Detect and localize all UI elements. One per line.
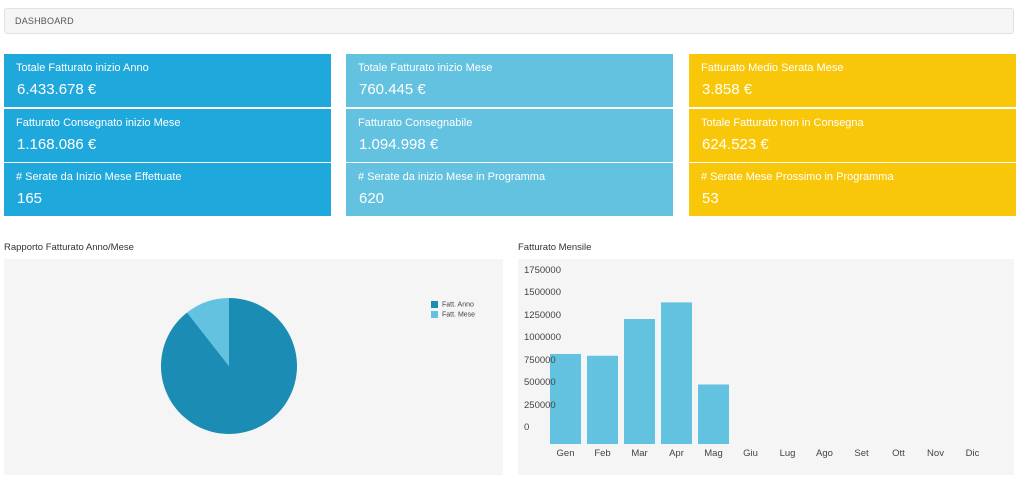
tile-totale-fatturato-mese: Totale Fatturato inizio Mese 760.445 € [346,54,673,107]
x-tick-label: Giu [743,448,758,459]
x-tick-label: Feb [594,448,611,459]
tile-label: Fatturato Consegnabile [358,116,473,129]
legend-label: Fatt. Mese [442,311,476,319]
x-tick-label: Ago [816,448,833,459]
y-tick-label: 0 [524,422,530,433]
tile-value: 165 [17,190,43,207]
legend-label: Fatt. Anno [442,301,474,309]
pie-chart-panel: Fatt. Anno Fatt. Mese [4,259,503,475]
tile-column-2: Totale Fatturato inizio Mese 760.445 € F… [346,54,673,216]
y-tick-label: 1500000 [524,287,561,299]
x-tick-label: Apr [669,448,684,459]
tile-serate-mese-prossimo: # Serate Mese Prossimo in Programma 53 [689,163,1016,216]
y-tick-label: 1000000 [524,332,561,344]
y-tick-label: 500000 [524,377,556,389]
bar-feb[interactable] [587,355,618,444]
y-tick-label: 1750000 [524,265,561,276]
tile-label: Totale Fatturato inizio Mese [358,62,493,74]
bar-chart-title: Fatturato Mensile [518,242,592,253]
tile-value: 760.445 € [359,81,426,98]
tile-serate-effettuate: # Serate da Inizio Mese Effettuate 165 [4,163,331,216]
pie-chart-title: Rapporto Fatturato Anno/Mese [4,242,134,253]
x-tick-label: Mag [704,448,723,459]
pie-chart [160,298,297,434]
tile-totale-fatturato-anno: Totale Fatturato inizio Anno 6.433.678 € [4,54,331,107]
tile-value: 620 [359,190,385,207]
tile-label: # Serate da Inizio Mese Effettuate [16,171,182,183]
x-tick-label: Lug [779,448,796,459]
bar-mag[interactable] [698,384,729,444]
tile-label: # Serate Mese Prossimo in Programma [701,171,894,183]
tile-fatturato-consegnabile: Fatturato Consegnabile 1.094.998 € [346,108,673,162]
x-tick-label: Set [854,448,869,459]
bar-chart-panel: 0 250000 500000 750000 1000000 1250000 1500000… [518,259,1014,475]
bar-gen[interactable] [550,353,581,444]
tile-value: 1.168.086 € [17,135,97,153]
bar-apr[interactable] [661,302,692,444]
tile-label: # Serate da inizio Mese in Programma [358,171,546,183]
tile-column-1: Totale Fatturato inizio Anno 6.433.678 €… [4,54,331,216]
tile-value: 6.433.678 € [17,81,97,98]
tile-label: Fatturato Medio Serata Mese [701,62,844,74]
tile-value: 624.523 € [702,135,769,153]
x-tick-label: Mar [631,448,648,459]
y-tick-label: 1250000 [524,309,561,321]
y-tick-label: 250000 [524,399,556,411]
tile-label: Totale Fatturato non in Consegna [701,116,864,129]
bar-mar[interactable] [624,318,655,444]
tile-label: Fatturato Consegnato inizio Mese [16,116,181,129]
tile-column-3: Fatturato Medio Serata Mese 3.858 € Tota… [689,54,1016,216]
tile-serate-in-programma: # Serate da inizio Mese in Programma 620 [346,163,673,216]
tile-value: 53 [702,190,719,207]
tile-value: 1.094.998 € [359,135,439,153]
x-tick-label: Ott [892,448,905,459]
tile-fatturato-consegnato: Fatturato Consegnato inizio Mese 1.168.0… [4,108,331,162]
tile-value: 3.858 € [702,81,753,98]
breadcrumb: DASHBOARD [4,8,1014,34]
pie-slice-fatt-mese[interactable] [187,298,229,366]
breadcrumb-label: DASHBOARD [15,16,74,26]
legend-swatch [431,301,438,308]
tile-fatturato-non-in-consegna: Totale Fatturato non in Consegna 624.523… [689,108,1016,162]
tile-label: Totale Fatturato inizio Anno [16,62,149,74]
legend-item[interactable]: Fatt. Mese [431,311,475,318]
x-tick-label: Dic [965,448,980,459]
bar-chart [550,302,729,444]
legend-swatch [431,311,438,318]
x-tick-label: Nov [927,448,944,459]
x-tick-label: Gen [556,448,575,459]
tile-fatturato-medio-serata: Fatturato Medio Serata Mese 3.858 € [689,54,1016,107]
legend-item[interactable]: Fatt. Anno [431,301,474,308]
y-tick-label: 750000 [524,354,556,366]
